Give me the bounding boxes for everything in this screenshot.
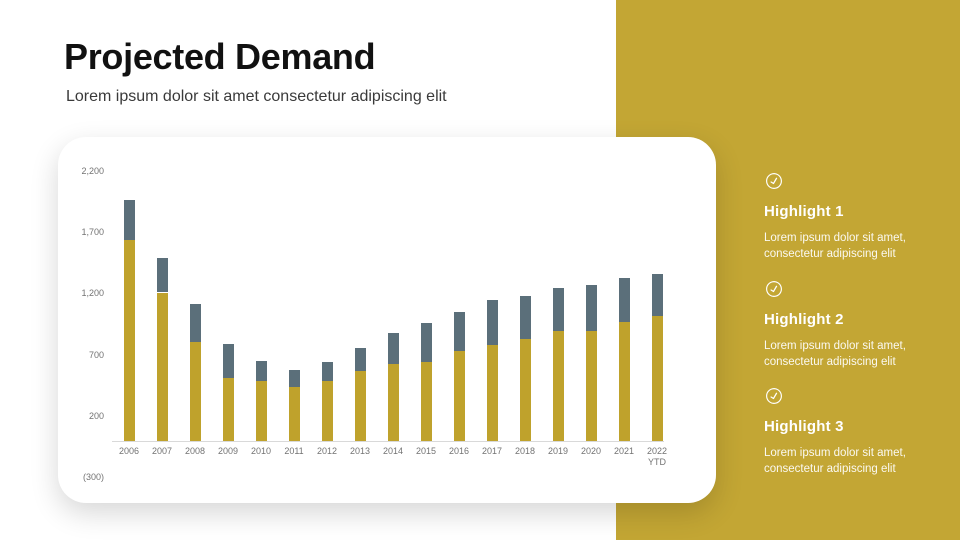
- bar-2015-gold-segment: [420, 362, 432, 441]
- bar-2021-gray-segment: [618, 277, 630, 322]
- x-axis-tick-label: 2020: [580, 446, 602, 456]
- y-axis-tick-label: (300): [82, 472, 104, 483]
- bar-2019-gold-segment: [552, 331, 564, 441]
- x-axis-tick-label: 2007: [151, 446, 173, 456]
- bar-2022-YTD-gray-segment: [651, 274, 663, 317]
- y-axis-tick-label: 700: [88, 349, 104, 360]
- highlights-panel: Highlight 1 Lorem ipsum dolor sit amet, …: [764, 0, 934, 540]
- bar-2014-gray-segment: [387, 333, 399, 364]
- bar-2006-gray-segment: [123, 199, 135, 240]
- x-axis-tick-label: 2019: [547, 446, 569, 456]
- bar-2014-gold-segment: [387, 363, 399, 441]
- highlight-body: Lorem ipsum dolor sit amet, consectetur …: [764, 340, 906, 368]
- bar-2021-gold-segment: [618, 321, 630, 441]
- y-axis-tick-label: 1,200: [81, 288, 104, 299]
- x-axis-tick-label: 2008: [184, 446, 206, 456]
- page-title: Projected Demand: [64, 36, 376, 77]
- bar-2008-gray-segment: [189, 304, 201, 342]
- x-axis-tick-label: 2006: [118, 446, 140, 456]
- x-axis-tick-label: 2013: [349, 446, 371, 456]
- highlight-item-2: Highlight 2 Lorem ipsum dolor sit amet, …: [764, 280, 934, 370]
- bar-2022-YTD-gold-segment: [651, 316, 663, 441]
- x-axis-tick-label: 2015: [415, 446, 437, 456]
- x-axis-tick-label: 2011: [284, 446, 304, 456]
- highlight-body: Lorem ipsum dolor sit amet, consectetur …: [764, 232, 906, 260]
- highlight-item-3: Highlight 3 Lorem ipsum dolor sit amet, …: [764, 387, 934, 477]
- chart-card: 2,200 1,700 1,200 700 200 (300) 2006 2007 2008 20…: [58, 137, 716, 503]
- stacked-bar-chart: 2,200 1,700 1,200 700 200 (300) 2006 2007 2008 20…: [58, 137, 716, 503]
- bar-2010-gray-segment: [255, 361, 267, 381]
- bar-2009-gray-segment: [222, 344, 234, 378]
- highlight-title: Highlight 3: [764, 418, 844, 435]
- y-axis-tick-label: 2,200: [81, 165, 104, 176]
- bar-2013-gold-segment: [354, 371, 366, 441]
- page-subtitle: Lorem ipsum dolor sit amet consectetur a…: [66, 88, 447, 105]
- highlight-title: Highlight 2: [764, 311, 844, 328]
- check-circle-icon: [763, 170, 784, 191]
- x-axis-tick-label: 2012: [316, 446, 338, 456]
- x-axis-line: [112, 441, 664, 442]
- x-axis-tick-label: 2009: [217, 446, 239, 456]
- x-axis-tick-label: 2010: [250, 446, 272, 456]
- highlight-title: Highlight 1: [764, 203, 844, 220]
- x-axis-tick-label: 2021: [613, 446, 635, 456]
- x-axis-tick-label: 2022 YTD: [646, 446, 668, 467]
- bar-2018-gray-segment: [519, 296, 531, 340]
- x-axis-tick-label: 2014: [382, 446, 404, 456]
- bar-2016-gray-segment: [453, 311, 465, 352]
- bar-2009-gold-segment: [222, 377, 234, 441]
- bar-2007-gray-segment: [156, 258, 168, 293]
- y-axis-tick-label: 1,700: [81, 226, 104, 237]
- bar-2006-gold-segment: [123, 239, 135, 441]
- bar-2010-gold-segment: [255, 380, 267, 441]
- bar-2007-gold-segment: [156, 292, 168, 441]
- x-axis-tick-label: 2017: [481, 446, 503, 456]
- bar-2012-gold-segment: [321, 381, 333, 441]
- y-axis-tick-label: 200: [88, 410, 104, 421]
- bar-2019-gray-segment: [552, 288, 564, 332]
- bar-2018-gold-segment: [519, 339, 531, 441]
- bar-2020-gold-segment: [585, 330, 597, 441]
- bar-2017-gold-segment: [486, 344, 498, 441]
- x-axis-tick-label: 2018: [514, 446, 536, 456]
- check-circle-icon: [763, 385, 784, 406]
- check-circle-icon: [763, 278, 784, 299]
- bar-2020-gray-segment: [585, 284, 597, 331]
- bar-2016-gold-segment: [453, 351, 465, 441]
- x-axis-tick-label: 2016: [448, 446, 470, 456]
- bar-2008-gold-segment: [189, 341, 201, 441]
- highlight-body: Lorem ipsum dolor sit amet, consectetur …: [764, 447, 906, 475]
- bar-2017-gray-segment: [486, 300, 498, 345]
- bar-2011-gold-segment: [288, 387, 300, 441]
- bar-2015-gray-segment: [420, 323, 432, 363]
- bar-2012-gray-segment: [321, 361, 333, 382]
- bar-2013-gray-segment: [354, 348, 366, 372]
- bar-2011-gray-segment: [288, 370, 300, 387]
- highlight-item-1: Highlight 1 Lorem ipsum dolor sit amet, …: [764, 172, 934, 262]
